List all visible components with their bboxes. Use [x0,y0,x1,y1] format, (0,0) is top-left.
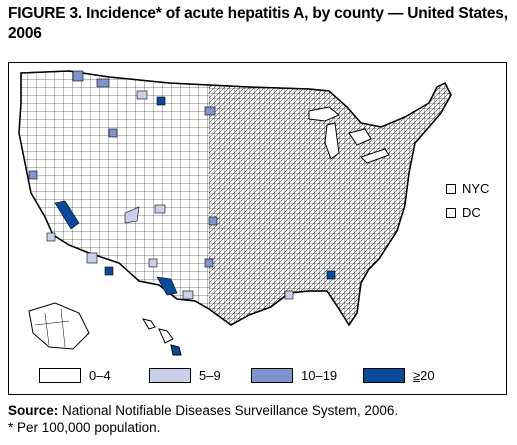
source-label: Source: [8,403,59,418]
dc-label: DC [462,205,481,220]
source-note: Source: National Notifiable Diseases Sur… [8,403,398,419]
alaska [28,302,90,350]
legend: 0–4 5–9 10–19 ≥20 [39,368,479,388]
legend-item-10-19: 10–19 [251,368,337,383]
legend-label: 20 [420,368,435,383]
legend-swatch [363,368,405,383]
legend-swatch [39,368,81,383]
hawaii [141,318,182,356]
legend-swatch [251,368,293,383]
footnote: * Per 100,000 population. [8,420,161,435]
legend-label: 0–4 [89,368,111,383]
legend-item-5-9: 5–9 [149,368,221,383]
legend-label: 10–19 [301,368,338,383]
inset-dc: DC [446,205,481,220]
us-county-map [18,70,452,356]
legend-item-20-plus: ≥20 [363,368,435,383]
figure-title: FIGURE 3. Incidence* of acute hepatitis … [8,4,513,44]
inset-nyc: NYC [446,181,489,196]
legend-prefix: ≥ [413,368,421,383]
nyc-box [446,183,456,194]
great-lakes [308,106,390,164]
dc-box [446,207,456,218]
source-text: National Notifiable Diseases Surveillanc… [58,403,399,418]
figure-label: FIGURE 3. [8,5,82,22]
map-frame: NYC DC 0–4 5–9 10–19 ≥20 [8,62,507,395]
nyc-label: NYC [462,181,490,196]
legend-item-0-4: 0–4 [39,368,111,383]
legend-label: 5–9 [199,368,221,383]
figure-title-text: Incidence* of acute hepatitis A, by coun… [8,5,508,42]
legend-swatch [149,368,191,383]
highlighted-counties [28,70,336,300]
